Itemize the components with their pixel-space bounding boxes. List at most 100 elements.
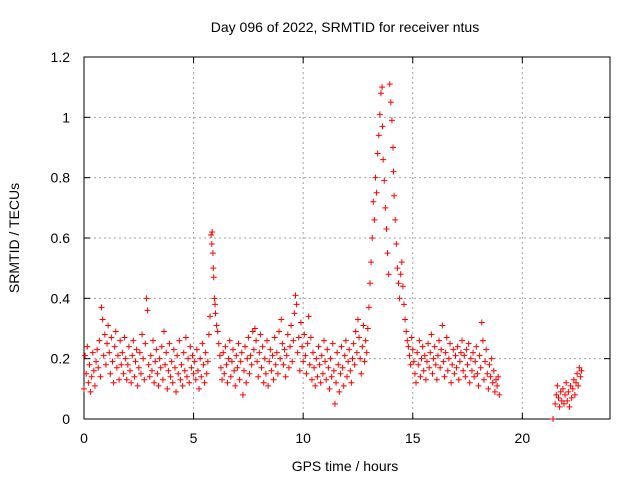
data-point xyxy=(235,340,242,347)
data-point xyxy=(85,379,92,386)
data-point xyxy=(380,156,387,163)
data-point xyxy=(293,301,300,308)
data-point xyxy=(567,382,574,389)
data-point xyxy=(81,385,87,392)
data-point xyxy=(478,319,485,326)
data-point xyxy=(230,346,237,353)
data-point xyxy=(197,355,204,362)
data-point xyxy=(233,352,240,359)
data-point xyxy=(489,379,496,386)
data-point xyxy=(356,334,363,341)
data-point xyxy=(173,388,180,395)
data-point xyxy=(214,328,221,335)
data-point xyxy=(267,346,274,353)
x-tick-label: 15 xyxy=(405,430,421,446)
data-point xyxy=(242,343,249,350)
data-point xyxy=(466,379,473,386)
data-point xyxy=(488,355,495,362)
data-point xyxy=(302,352,309,359)
data-point xyxy=(168,358,175,365)
data-point xyxy=(163,349,170,356)
data-point xyxy=(434,352,441,359)
data-point xyxy=(473,343,480,350)
data-point xyxy=(404,337,411,344)
data-point xyxy=(118,361,125,368)
data-point xyxy=(276,328,283,335)
data-point xyxy=(274,370,281,377)
data-point xyxy=(248,361,255,368)
data-point xyxy=(148,367,155,374)
data-point xyxy=(494,382,501,389)
data-point xyxy=(202,349,209,356)
data-point xyxy=(143,295,150,302)
data-point xyxy=(271,334,278,341)
data-point xyxy=(397,271,404,278)
data-point xyxy=(112,328,119,335)
data-point xyxy=(100,352,107,359)
data-point xyxy=(289,358,296,365)
data-point xyxy=(180,349,187,356)
data-point xyxy=(231,367,238,374)
data-point xyxy=(279,340,286,347)
data-point xyxy=(406,352,413,359)
data-point xyxy=(278,316,285,323)
data-point xyxy=(486,361,493,368)
data-point xyxy=(259,343,266,350)
data-point xyxy=(223,361,230,368)
data-point xyxy=(383,225,390,232)
data-point xyxy=(310,349,317,356)
data-point xyxy=(111,343,118,350)
data-point xyxy=(387,99,394,106)
data-point xyxy=(82,352,89,359)
data-point xyxy=(327,355,334,362)
data-point xyxy=(125,343,132,350)
data-point xyxy=(413,379,420,386)
data-point xyxy=(460,367,467,374)
data-point xyxy=(128,379,135,386)
data-point xyxy=(250,346,257,353)
data-point xyxy=(451,370,458,377)
data-point xyxy=(442,349,449,356)
data-point xyxy=(550,416,557,422)
data-point xyxy=(254,358,261,365)
data-point xyxy=(154,370,161,377)
data-point xyxy=(151,379,158,386)
data-point xyxy=(243,379,250,386)
data-point xyxy=(374,150,381,157)
data-point xyxy=(553,391,560,398)
data-point xyxy=(272,361,279,368)
data-point xyxy=(393,241,400,248)
data-point xyxy=(269,352,276,359)
data-point xyxy=(560,400,567,407)
data-point xyxy=(201,379,208,386)
data-point xyxy=(222,343,229,350)
data-point xyxy=(570,376,577,383)
data-point xyxy=(160,328,167,335)
data-point xyxy=(236,376,243,383)
data-point xyxy=(363,349,370,356)
data-point xyxy=(388,117,395,124)
data-point xyxy=(420,367,427,374)
data-point xyxy=(449,361,456,368)
data-point xyxy=(101,331,108,338)
data-point xyxy=(385,271,392,278)
data-point xyxy=(134,382,141,389)
data-point xyxy=(156,355,163,362)
data-point xyxy=(367,280,374,287)
data-point xyxy=(191,358,198,365)
data-point xyxy=(426,364,433,371)
data-point xyxy=(471,373,478,380)
data-point xyxy=(182,334,189,341)
data-point xyxy=(217,364,224,371)
data-point xyxy=(158,343,165,350)
data-point xyxy=(110,379,117,386)
data-point xyxy=(381,177,388,184)
data-point xyxy=(281,346,288,353)
data-point xyxy=(392,216,399,223)
data-point xyxy=(370,198,377,205)
data-point xyxy=(444,367,451,374)
data-point xyxy=(344,373,350,380)
y-axis-label: SRMTID / TECUs xyxy=(6,183,22,293)
data-point xyxy=(288,322,295,329)
data-point xyxy=(171,364,178,371)
